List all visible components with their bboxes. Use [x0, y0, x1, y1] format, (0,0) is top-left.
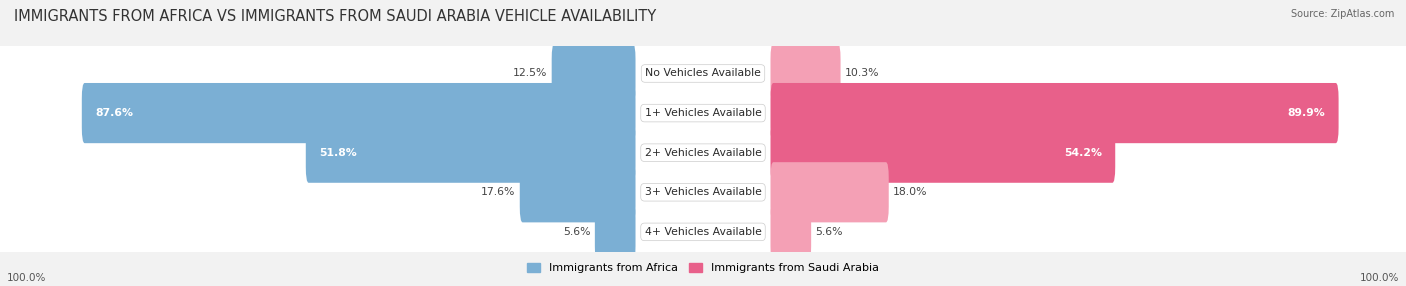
Legend: Immigrants from Africa, Immigrants from Saudi Arabia: Immigrants from Africa, Immigrants from … [522, 259, 884, 278]
Text: 4+ Vehicles Available: 4+ Vehicles Available [644, 227, 762, 237]
Text: 17.6%: 17.6% [481, 187, 516, 197]
Text: 10.3%: 10.3% [845, 68, 879, 78]
Text: 1+ Vehicles Available: 1+ Vehicles Available [644, 108, 762, 118]
Text: No Vehicles Available: No Vehicles Available [645, 68, 761, 78]
Text: 54.2%: 54.2% [1064, 148, 1102, 158]
FancyBboxPatch shape [770, 43, 841, 104]
FancyBboxPatch shape [82, 83, 636, 143]
FancyBboxPatch shape [520, 162, 636, 223]
FancyBboxPatch shape [0, 25, 1406, 122]
FancyBboxPatch shape [0, 144, 1406, 241]
FancyBboxPatch shape [0, 65, 1406, 161]
FancyBboxPatch shape [770, 162, 889, 223]
Text: 18.0%: 18.0% [893, 187, 928, 197]
Text: 12.5%: 12.5% [513, 68, 547, 78]
FancyBboxPatch shape [305, 123, 636, 183]
Text: 2+ Vehicles Available: 2+ Vehicles Available [644, 148, 762, 158]
FancyBboxPatch shape [770, 83, 1339, 143]
FancyBboxPatch shape [770, 202, 811, 262]
FancyBboxPatch shape [0, 184, 1406, 280]
FancyBboxPatch shape [770, 123, 1115, 183]
FancyBboxPatch shape [0, 104, 1406, 201]
Text: 100.0%: 100.0% [1360, 273, 1399, 283]
Text: 89.9%: 89.9% [1288, 108, 1326, 118]
Text: 3+ Vehicles Available: 3+ Vehicles Available [644, 187, 762, 197]
Text: 100.0%: 100.0% [7, 273, 46, 283]
FancyBboxPatch shape [551, 43, 636, 104]
FancyBboxPatch shape [595, 202, 636, 262]
Text: Source: ZipAtlas.com: Source: ZipAtlas.com [1291, 9, 1395, 19]
Text: 5.6%: 5.6% [815, 227, 842, 237]
Text: IMMIGRANTS FROM AFRICA VS IMMIGRANTS FROM SAUDI ARABIA VEHICLE AVAILABILITY: IMMIGRANTS FROM AFRICA VS IMMIGRANTS FRO… [14, 9, 657, 23]
Text: 5.6%: 5.6% [564, 227, 591, 237]
Text: 87.6%: 87.6% [96, 108, 134, 118]
Text: 51.8%: 51.8% [319, 148, 357, 158]
